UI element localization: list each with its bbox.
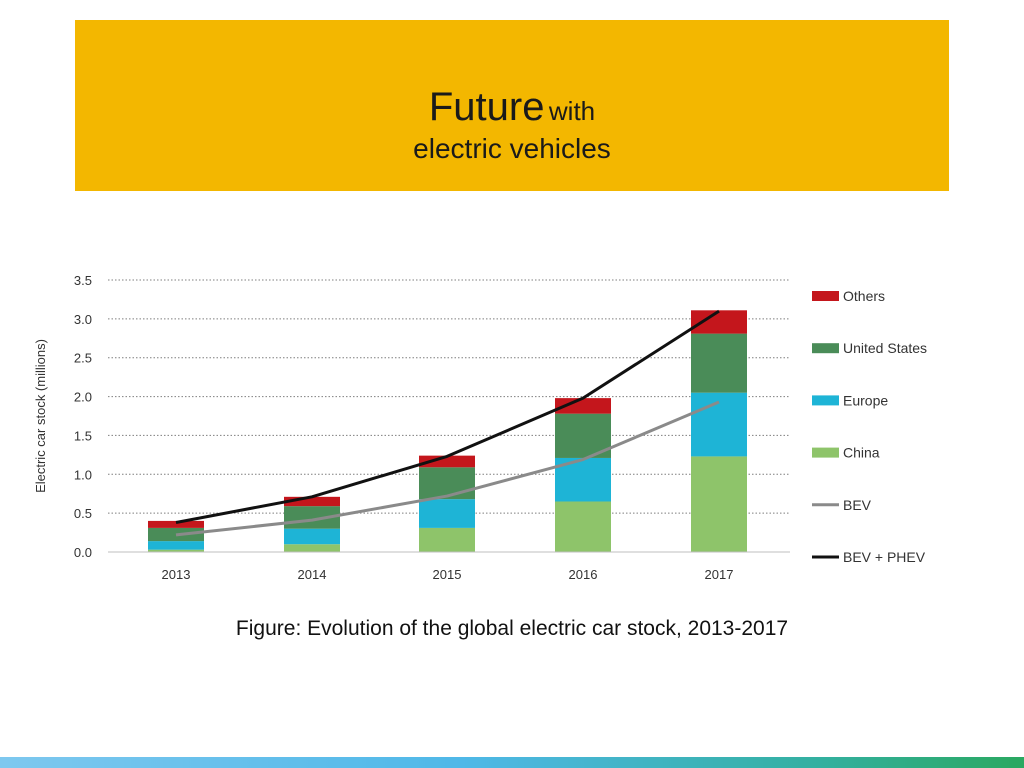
bar-europe-2014: [284, 528, 340, 545]
x-tick-label: 2014: [298, 567, 327, 582]
x-tick-label: 2016: [569, 567, 598, 582]
title-main-text: Future: [428, 85, 545, 129]
bar-united-states-2017: [691, 333, 747, 393]
y-tick-label: 1.5: [74, 428, 92, 443]
bar-europe-2013: [148, 541, 204, 550]
bar-china-2017: [691, 456, 747, 552]
bar-china-2013: [148, 549, 204, 552]
title-small-text: with: [548, 96, 596, 126]
legend-label-china: China: [843, 445, 880, 461]
bar-europe-2015: [419, 499, 475, 528]
electric-car-stock-chart: 0.0 0.5 1.0 1.5 2.0 2.5 3.0 3.5 Electric car sto…: [33, 273, 927, 582]
x-tick-label: 2015: [433, 567, 462, 582]
legend-label-bev-phev: BEV + PHEV: [843, 549, 926, 565]
legend-swatch-europe: [812, 395, 839, 406]
bar-others-2015: [419, 455, 475, 468]
bar-others-2017: [691, 310, 747, 334]
legend-label-europe: Europe: [843, 392, 888, 408]
legend-label-united-states: United States: [843, 340, 927, 356]
y-tick-label: 0.5: [74, 506, 92, 521]
page-title-line1: Future with: [75, 85, 949, 130]
legend-label-others: Others: [843, 288, 885, 304]
bar-others-2013: [148, 520, 204, 528]
bottom-gradient-stripe: [0, 757, 1024, 768]
y-tick-label: 0.0: [74, 545, 92, 560]
legend-swatch-united-states: [812, 343, 839, 354]
y-tick-label: 3.0: [74, 312, 92, 327]
y-tick-label: 2.5: [74, 351, 92, 366]
bar-china-2016: [555, 501, 611, 552]
bar-united-states-2015: [419, 467, 475, 500]
y-tick-label: 1.0: [74, 467, 92, 482]
x-tick-label: 2013: [162, 567, 191, 582]
y-tick-label: 2.0: [74, 390, 92, 405]
x-tick-label: 2017: [705, 567, 734, 582]
title-banner: Future with electric vehicles: [75, 20, 949, 191]
bar-china-2015: [419, 527, 475, 552]
legend-label-bev: BEV: [843, 497, 872, 513]
page-title-line2: electric vehicles: [413, 133, 611, 164]
bar-others-2016: [555, 398, 611, 414]
bar-china-2014: [284, 544, 340, 552]
y-tick-label: 3.5: [74, 273, 92, 288]
figure-caption: Figure: Evolution of the global electric…: [235, 617, 789, 640]
legend-swatch-others: [812, 291, 839, 301]
y-axis-title: Electric car stock (millions): [33, 339, 48, 493]
bar-others-2014: [284, 496, 340, 507]
legend-swatch-china: [812, 447, 839, 458]
